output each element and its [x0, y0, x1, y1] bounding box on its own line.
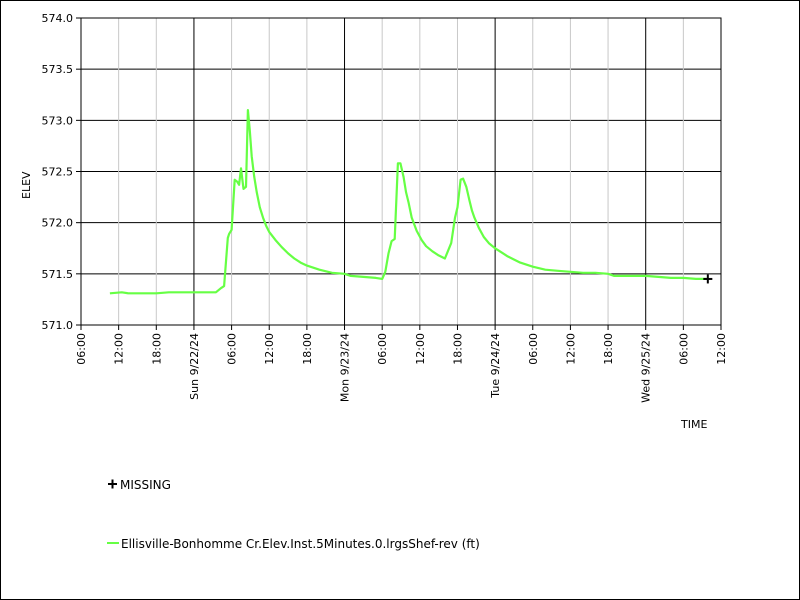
y-tick-label: 571.5 [42, 268, 74, 281]
x-axis-label: TIME [680, 418, 707, 431]
x-tick-label: 12:00 [414, 333, 427, 365]
y-tick-label: 573.5 [42, 63, 74, 76]
x-tick-label: 18:00 [150, 333, 163, 365]
missing-point [703, 274, 713, 284]
x-tick-label: 12:00 [113, 333, 126, 365]
x-tick-label: 12:00 [263, 333, 276, 365]
x-axis-ticks: 06:00 12:00 18:00 Sun 9/22/24 06:00 12:00 18:0… [75, 325, 728, 403]
x-tick-label: Tue 9/24/24 [489, 333, 502, 399]
x-tick-label: 12:00 [715, 333, 728, 365]
x-tick-label: 12:00 [564, 333, 577, 365]
legend-missing-label: MISSING [120, 478, 171, 492]
x-tick-label: 06:00 [527, 333, 540, 365]
series-layer [109, 108, 713, 295]
x-tick-label: Mon 9/23/24 [339, 333, 352, 402]
y-axis-ticks: 571.0 571.5 572.0 572.5 573.0 573.5 574.0 [42, 12, 81, 332]
y-tick-label: 574.0 [42, 12, 74, 25]
x-tick-label: Sun 9/22/24 [188, 333, 201, 400]
series-line-elevation [109, 108, 709, 295]
x-tick-label: 18:00 [301, 333, 314, 365]
x-tick-label: 06:00 [75, 333, 88, 365]
legend: MISSING Ellisville-Bonhomme Cr.Elev.Inst… [107, 478, 480, 551]
x-tick-label: 18:00 [451, 333, 464, 365]
grid-lines [81, 18, 721, 325]
y-tick-label: 573.0 [42, 114, 74, 127]
y-tick-label: 572.0 [42, 217, 74, 230]
legend-missing-marker [108, 479, 117, 489]
x-tick-label: 06:00 [677, 333, 690, 365]
y-tick-label: 572.5 [42, 166, 74, 179]
x-tick-label: 06:00 [376, 333, 389, 365]
x-tick-label: 06:00 [226, 333, 239, 365]
legend-series-label: Ellisville-Bonhomme Cr.Elev.Inst.5Minute… [121, 537, 480, 551]
y-tick-label: 571.0 [42, 319, 74, 332]
y-axis-label: ELEV [20, 171, 33, 199]
x-tick-label: Wed 9/25/24 [640, 333, 653, 403]
x-tick-label: 18:00 [602, 333, 615, 365]
